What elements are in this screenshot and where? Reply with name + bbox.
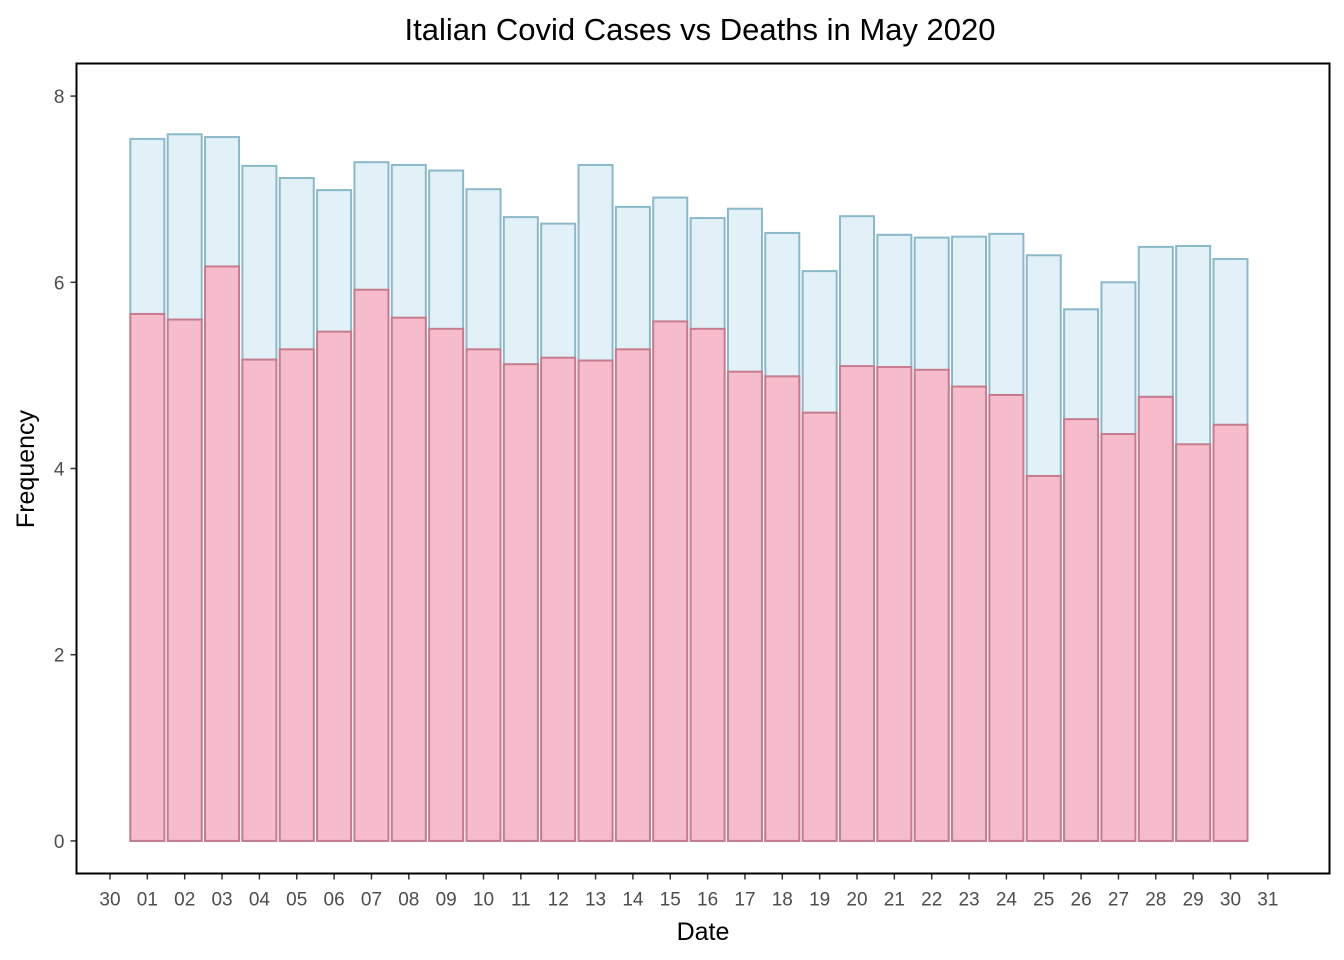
bar-s1-05 bbox=[278, 348, 315, 842]
x-axis: 30 01 02 03 04 05 06 07 08 09 10 11 12 13 14 15 16 17 18 19… bbox=[99, 873, 1278, 911]
x-tick-label-7: 07 bbox=[361, 890, 382, 911]
x-tick-label-26: 26 bbox=[1071, 890, 1092, 911]
bar-s1-15 bbox=[652, 320, 689, 842]
bar-s1-16 bbox=[689, 327, 726, 842]
bar-s1-04 bbox=[241, 358, 278, 842]
x-tick-label-22: 22 bbox=[921, 890, 942, 911]
x-tick-label-29: 29 bbox=[1183, 890, 1204, 911]
y-axis-label: Frequency bbox=[12, 409, 40, 528]
x-tick-label-23: 23 bbox=[958, 890, 979, 911]
x-tick-label-20: 20 bbox=[846, 890, 867, 911]
bar-s1-29 bbox=[1175, 443, 1212, 842]
x-tick-label-25: 25 bbox=[1033, 890, 1054, 911]
y-tick-label-2: 2 bbox=[54, 646, 65, 667]
x-tick-label-6: 06 bbox=[324, 890, 345, 911]
bar-s1-28 bbox=[1137, 395, 1174, 842]
bar-s1-17 bbox=[726, 370, 763, 842]
bar-s1-25 bbox=[1025, 474, 1062, 842]
x-tick-label-27: 27 bbox=[1108, 890, 1129, 911]
x-tick-label-24: 24 bbox=[996, 890, 1018, 911]
bar-s1-02 bbox=[166, 318, 203, 842]
x-tick-label-9: 09 bbox=[436, 890, 457, 911]
x-tick-label-5: 05 bbox=[286, 890, 307, 911]
x-tick-label-11: 11 bbox=[511, 890, 531, 911]
bar-s1-08 bbox=[390, 316, 427, 842]
x-axis-label: Date bbox=[677, 918, 730, 946]
y-tick-label-6: 6 bbox=[54, 273, 65, 294]
x-tick-label-15: 15 bbox=[660, 890, 681, 911]
y-axis: 0 2 4 6 8 bbox=[54, 87, 77, 853]
bar-s1-10 bbox=[465, 348, 502, 842]
bar-s1-03 bbox=[204, 265, 241, 842]
bar-s1-07 bbox=[353, 288, 390, 842]
bar-s1-01 bbox=[129, 312, 166, 842]
bar-s1-26 bbox=[1063, 418, 1100, 842]
x-tick-label-14: 14 bbox=[622, 890, 644, 911]
x-tick-label-12: 12 bbox=[548, 890, 569, 911]
bar-s1-20 bbox=[839, 365, 875, 842]
x-tick-label-1: 01 bbox=[137, 890, 158, 911]
x-tick-label-8: 08 bbox=[398, 890, 419, 911]
y-tick-label-8: 8 bbox=[54, 87, 65, 108]
bar-s1-19 bbox=[801, 411, 838, 842]
x-tick-label-17: 17 bbox=[734, 890, 755, 911]
bar-s1-06 bbox=[316, 330, 353, 842]
x-tick-label-21: 21 bbox=[884, 890, 905, 911]
plot-area bbox=[129, 133, 1249, 842]
bar-s1-27 bbox=[1100, 433, 1137, 842]
bar-s1-14 bbox=[614, 348, 651, 842]
x-tick-label-31: 31 bbox=[1257, 890, 1278, 911]
bar-s1-30 bbox=[1212, 423, 1249, 842]
bar-s1-11 bbox=[502, 363, 539, 842]
x-tick-label-30: 30 bbox=[1220, 890, 1241, 911]
x-tick-label-13: 13 bbox=[585, 890, 606, 911]
bar-s1-13 bbox=[577, 359, 614, 842]
plot-border bbox=[75, 62, 1331, 875]
x-tick-label-4: 04 bbox=[249, 890, 271, 911]
bar-s1-24 bbox=[988, 393, 1025, 842]
chart-title: Italian Covid Cases vs Deaths in May 202… bbox=[404, 12, 995, 47]
y-tick-label-0: 0 bbox=[54, 832, 65, 853]
bar-s1-12 bbox=[540, 356, 577, 842]
x-tick-label-0: 30 bbox=[99, 890, 120, 911]
bar-s1-22 bbox=[913, 368, 950, 842]
bar-s1-18 bbox=[764, 375, 801, 842]
x-tick-label-10: 10 bbox=[473, 890, 494, 911]
x-tick-label-18: 18 bbox=[772, 890, 793, 911]
x-tick-label-16: 16 bbox=[697, 890, 718, 911]
x-tick-label-2: 02 bbox=[174, 890, 195, 911]
x-tick-label-28: 28 bbox=[1145, 890, 1166, 911]
bar-s1-09 bbox=[428, 327, 465, 842]
x-tick-label-19: 19 bbox=[809, 890, 830, 911]
bar-s1-21 bbox=[876, 366, 913, 842]
y-tick-label-4: 4 bbox=[54, 460, 65, 481]
x-tick-label-3: 03 bbox=[211, 890, 232, 911]
bar-s1-23 bbox=[951, 385, 988, 842]
